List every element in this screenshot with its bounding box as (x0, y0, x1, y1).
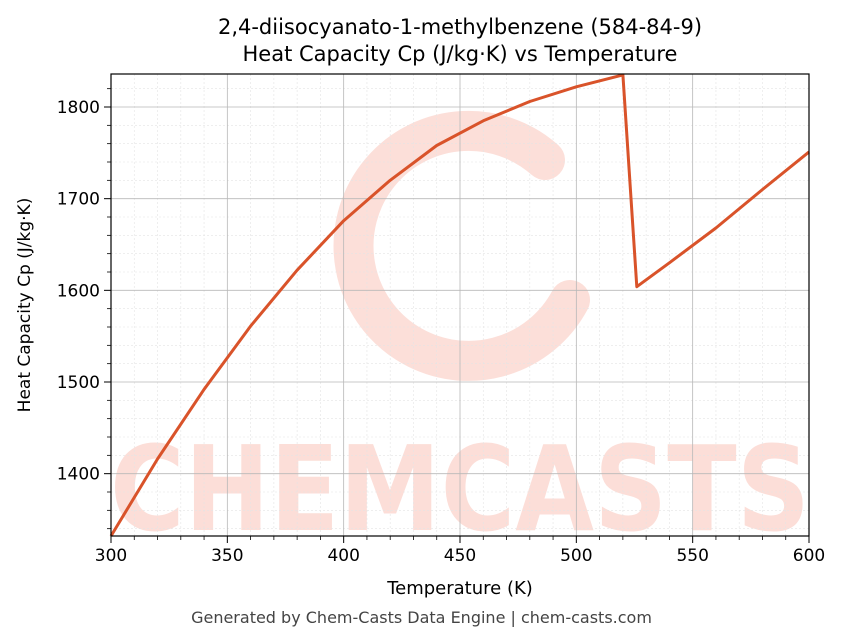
y-axis-label: Heat Capacity Cp (J/kg·K) (15, 198, 35, 413)
y-tick-label: 1400 (57, 465, 100, 485)
series-line (109, 73, 810, 537)
y-tick-label: 1600 (57, 281, 100, 301)
x-tick-label: 600 (793, 546, 825, 566)
axis-ticks: 300 350 400 450 500 550 600 1400 1500 1600 1700 180… (57, 88, 825, 566)
footer-credit: Generated by Chem-Casts Data Engine | ch… (191, 608, 652, 627)
x-axis-label: Temperature (K) (386, 578, 533, 599)
x-tick-label: 400 (327, 546, 359, 566)
x-tick-label: 500 (560, 546, 592, 566)
x-tick-label: 300 (95, 546, 127, 566)
x-tick-label: 450 (444, 546, 476, 566)
chart-title: 2,4-diisocyanato-1-methylbenzene (584-84… (218, 15, 702, 39)
y-tick-label: 1500 (57, 373, 100, 393)
watermark-logo-ring (333, 110, 590, 381)
y-tick-label: 1800 (57, 98, 100, 118)
y-tick-label: 1700 (57, 190, 100, 210)
x-tick-label: 550 (676, 546, 708, 566)
chart-subtitle: Heat Capacity Cp (J/kg·K) vs Temperature (243, 42, 678, 66)
x-tick-label: 350 (211, 546, 243, 566)
